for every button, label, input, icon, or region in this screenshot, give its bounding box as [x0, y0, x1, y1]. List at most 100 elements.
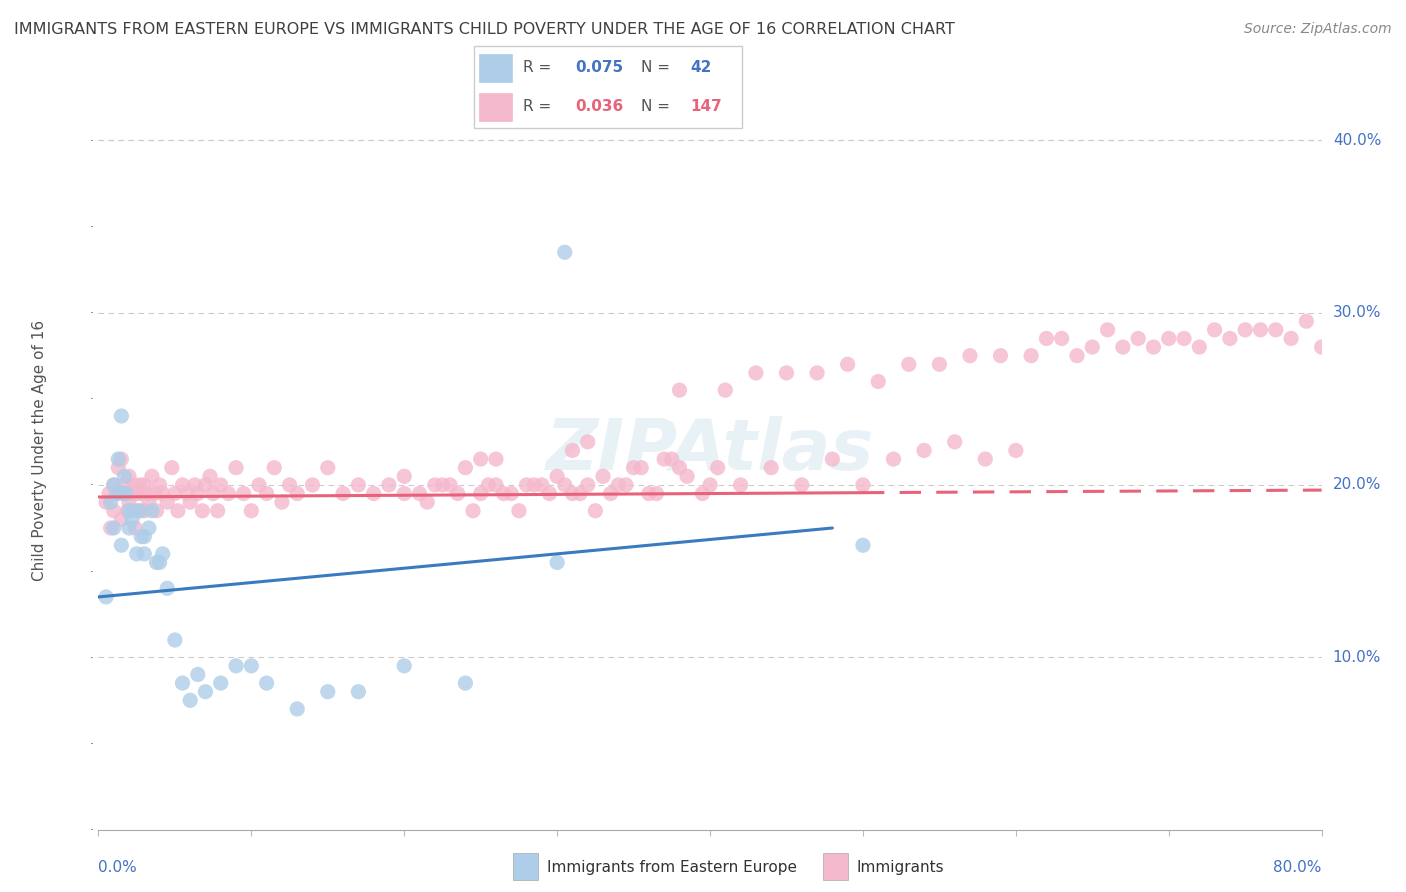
Point: [118, 469, 141, 483]
Point: [668, 383, 690, 397]
Point: [806, 366, 828, 380]
Point: [100, 495, 122, 509]
Point: [546, 556, 568, 570]
Point: [759, 460, 782, 475]
Point: [516, 478, 538, 492]
Point: [256, 676, 278, 690]
Point: [149, 556, 172, 570]
Text: N =: N =: [641, 61, 675, 76]
Point: [247, 478, 270, 492]
Point: [392, 486, 416, 500]
Point: [134, 504, 156, 518]
Point: [138, 521, 160, 535]
Point: [125, 486, 148, 500]
Point: [121, 512, 143, 526]
Point: [706, 460, 728, 475]
Point: [699, 478, 721, 492]
Point: [392, 469, 416, 483]
Point: [145, 556, 167, 570]
Point: [194, 478, 217, 492]
Point: [347, 684, 370, 698]
Point: [256, 486, 278, 500]
Point: [129, 530, 152, 544]
Point: [1019, 349, 1042, 363]
Point: [1204, 323, 1226, 337]
Point: [118, 521, 141, 535]
Point: [217, 486, 239, 500]
Point: [285, 486, 308, 500]
Point: [110, 409, 132, 423]
Point: [118, 504, 141, 518]
Point: [645, 486, 668, 500]
Text: 80.0%: 80.0%: [1274, 860, 1322, 875]
Point: [1081, 340, 1104, 354]
Point: [94, 590, 117, 604]
Point: [1112, 340, 1135, 354]
Point: [285, 702, 308, 716]
Text: Immigrants: Immigrants: [856, 860, 943, 874]
Point: [477, 478, 499, 492]
Text: R =: R =: [523, 61, 557, 76]
Point: [1249, 323, 1271, 337]
Point: [569, 486, 592, 500]
Point: [501, 486, 523, 500]
FancyBboxPatch shape: [474, 46, 742, 128]
Point: [122, 478, 145, 492]
Point: [225, 658, 247, 673]
Point: [538, 486, 561, 500]
Point: [134, 478, 156, 492]
Point: [122, 504, 145, 518]
Point: [775, 366, 797, 380]
Point: [447, 486, 470, 500]
Point: [94, 495, 117, 509]
Point: [129, 486, 152, 500]
Point: [179, 495, 201, 509]
Point: [432, 478, 454, 492]
Point: [897, 357, 920, 371]
Point: [554, 245, 576, 260]
Point: [121, 486, 143, 500]
Point: [115, 486, 138, 500]
Text: Source: ZipAtlas.com: Source: ZipAtlas.com: [1244, 22, 1392, 37]
Point: [187, 667, 209, 681]
Point: [134, 547, 156, 561]
Point: [821, 452, 844, 467]
Point: [676, 469, 699, 483]
Point: [852, 538, 875, 552]
Point: [408, 486, 430, 500]
Point: [974, 452, 997, 467]
Point: [1066, 349, 1088, 363]
Point: [103, 521, 125, 535]
Point: [225, 460, 247, 475]
Point: [117, 504, 139, 518]
Point: [316, 684, 339, 698]
Point: [1264, 323, 1286, 337]
Point: [149, 478, 172, 492]
Point: [103, 478, 125, 492]
Point: [105, 486, 128, 500]
Point: [668, 460, 690, 475]
Point: [263, 460, 285, 475]
Point: [990, 349, 1012, 363]
Point: [156, 582, 179, 596]
Text: 30.0%: 30.0%: [1333, 305, 1381, 320]
Point: [530, 478, 553, 492]
Point: [167, 504, 190, 518]
Point: [176, 486, 198, 500]
Point: [194, 684, 217, 698]
Point: [363, 486, 385, 500]
Point: [107, 452, 129, 467]
Point: [347, 478, 370, 492]
Point: [852, 478, 875, 492]
Bar: [479, 93, 512, 120]
Text: 10.0%: 10.0%: [1333, 649, 1381, 665]
Point: [103, 504, 125, 518]
Text: 40.0%: 40.0%: [1333, 133, 1381, 148]
Point: [125, 547, 148, 561]
Text: 0.075: 0.075: [575, 61, 623, 76]
Bar: [479, 54, 512, 82]
Point: [454, 676, 477, 690]
Point: [301, 478, 323, 492]
Text: Child Poverty Under the Age of 16: Child Poverty Under the Age of 16: [32, 320, 48, 581]
Point: [837, 357, 859, 371]
